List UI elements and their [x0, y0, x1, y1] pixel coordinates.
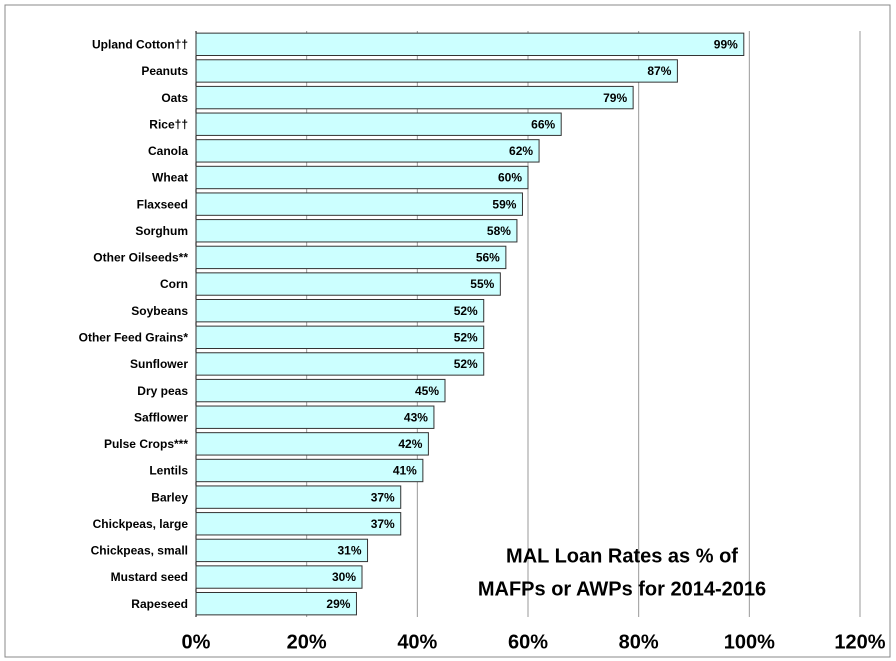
y-tick-label: Dry peas: [137, 384, 188, 398]
bar: [195, 325, 485, 350]
bar: [195, 298, 485, 323]
bar: [195, 85, 634, 110]
data-label: 41%: [393, 464, 417, 478]
bar: [195, 538, 369, 563]
data-label: 52%: [454, 304, 478, 318]
bar: [195, 352, 485, 376]
y-tick-label: Oats: [161, 91, 188, 105]
x-tick-label: 120%: [834, 631, 885, 653]
bar: [195, 165, 529, 190]
bar: [195, 112, 562, 136]
data-label: 56%: [476, 251, 500, 265]
y-tick-label: Safflower: [134, 410, 188, 424]
y-tick-label: Chickpeas, large: [93, 517, 189, 531]
x-tick-label: 0%: [182, 631, 211, 653]
data-label: 42%: [398, 437, 422, 451]
bar: [195, 272, 501, 296]
data-label: 29%: [326, 597, 350, 611]
bar: [195, 458, 424, 483]
y-tick-label: Wheat: [152, 171, 188, 185]
bar: [195, 405, 435, 429]
bar: [195, 591, 357, 616]
data-label: 31%: [338, 544, 362, 558]
data-label: 59%: [492, 197, 516, 211]
data-label: 45%: [415, 384, 439, 398]
bar: [195, 485, 402, 509]
data-label: 43%: [404, 410, 428, 424]
bar: [195, 512, 402, 536]
bar: [195, 32, 745, 57]
x-tick-label: 20%: [287, 631, 327, 653]
y-tick-label: Soybeans: [131, 304, 188, 318]
y-tick-label: Rapeseed: [131, 597, 188, 611]
y-tick-label: Chickpeas, small: [91, 544, 188, 558]
bar: [195, 139, 540, 163]
y-tick-label: Other Oilseeds**: [93, 251, 188, 265]
data-label: 62%: [509, 144, 533, 158]
data-label: 37%: [371, 490, 395, 504]
bar: [195, 219, 518, 243]
y-tick-label: Upland Cotton††: [92, 37, 188, 51]
x-tick-label: 40%: [397, 631, 437, 653]
bar: [195, 59, 678, 83]
data-label: 52%: [454, 357, 478, 371]
y-tick-label: Flaxseed: [137, 197, 188, 211]
bar: [195, 565, 363, 589]
data-label: 79%: [603, 91, 627, 105]
y-tick-label: Sunflower: [130, 357, 188, 371]
y-tick-label: Rice††: [149, 117, 188, 131]
chart-title: MAFPs or AWPs for 2014-2016: [478, 578, 766, 600]
bar: [195, 432, 429, 456]
data-label: 30%: [332, 570, 356, 584]
y-tick-label: Barley: [151, 490, 188, 504]
y-tick-label: Lentils: [149, 464, 188, 478]
x-tick-label: 80%: [619, 631, 659, 653]
x-tick-label: 100%: [724, 631, 775, 653]
y-tick-label: Sorghum: [135, 224, 188, 238]
data-label: 60%: [498, 171, 522, 185]
y-tick-label: Canola: [148, 144, 188, 158]
y-tick-label: Peanuts: [141, 64, 188, 78]
y-tick-label: Mustard seed: [111, 570, 188, 584]
bar: [195, 192, 523, 216]
y-tick-label: Corn: [160, 277, 188, 291]
y-tick-label: Pulse Crops***: [104, 437, 188, 451]
y-tick-label: Other Feed Grains*: [79, 330, 189, 344]
bar: [195, 245, 507, 270]
data-label: 52%: [454, 330, 478, 344]
data-label: 99%: [714, 37, 738, 51]
data-label: 37%: [371, 517, 395, 531]
data-label: 58%: [487, 224, 511, 238]
x-tick-label: 60%: [508, 631, 548, 653]
chart-title: MAL Loan Rates as % of: [506, 545, 738, 567]
data-label: 66%: [531, 117, 555, 131]
data-label: 87%: [647, 64, 671, 78]
bar: [195, 378, 446, 403]
data-label: 55%: [470, 277, 494, 291]
